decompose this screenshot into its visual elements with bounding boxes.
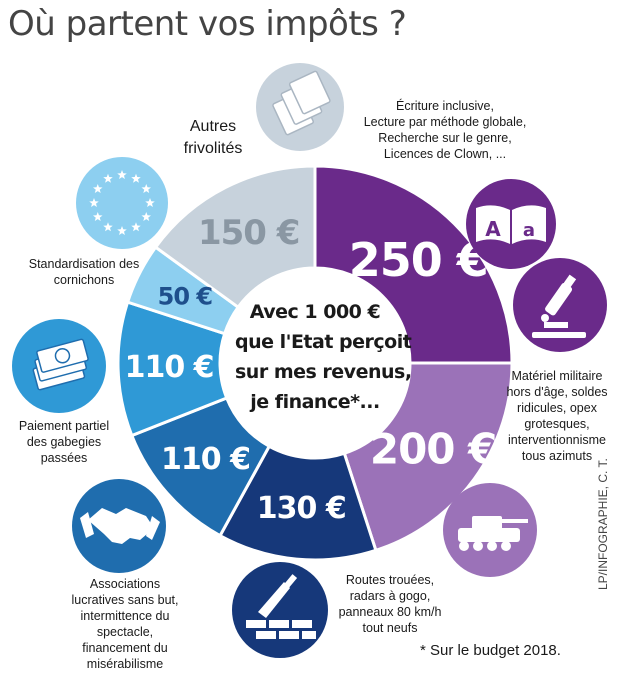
slice-description-other: Autres frivolités xyxy=(168,116,258,160)
eu-star-icon xyxy=(131,173,141,183)
eu-star-icon xyxy=(141,184,151,194)
slice-description-roads: Routes trouées, radars à gogo, panneaux … xyxy=(330,572,450,636)
description-line: Lecture par méthode globale, xyxy=(363,115,527,129)
banknotes-icon xyxy=(256,63,344,151)
description-line: intermittence du xyxy=(80,609,170,623)
description-line: tous azimuts xyxy=(521,449,593,463)
description-line: Écriture inclusive, xyxy=(396,99,494,113)
description-line: radars à gogo, xyxy=(349,589,431,603)
microscope-icon xyxy=(513,258,607,352)
description-line: passées xyxy=(40,451,88,465)
description-line: interventionnisme xyxy=(508,433,606,447)
description-line: lucratives sans but, xyxy=(71,593,179,607)
description-line: Recherche sur le genre, xyxy=(378,131,512,145)
slice-value-label: 150 € xyxy=(198,213,299,253)
pie-slices xyxy=(116,164,514,562)
description-line: Matériel militaire xyxy=(511,369,603,383)
slice-description-military: Matériel militaire hors d'âge, soldes ri… xyxy=(496,368,618,464)
description-line: ridicules, opex xyxy=(517,401,597,415)
center-caption: Avec 1 000 € que l'Etat perçoit sur mes … xyxy=(235,297,412,417)
eu-star-icon xyxy=(103,222,113,232)
eu-star-icon xyxy=(93,184,103,194)
book-icon: A a xyxy=(466,179,556,269)
description-line: misérabilisme xyxy=(86,657,164,671)
eu-star-icon xyxy=(141,212,151,222)
description-line: des gabegies xyxy=(26,435,102,449)
description-line: grotesques, xyxy=(524,417,590,431)
slice-description-debt: Paiement partiel des gabegies passées xyxy=(4,418,124,466)
description-line: Routes trouées, xyxy=(345,573,435,587)
slice-value-label: 250 € xyxy=(349,233,488,287)
description-line: hors d'âge, soldes xyxy=(506,385,608,399)
slice-description-cornichons: Standardisation des cornichons xyxy=(14,256,154,288)
description-line: spectacle, xyxy=(96,625,154,639)
slice-value-labels: 250 €200 €130 €110 €110 €50 €150 € xyxy=(125,213,498,526)
description-line: Associations xyxy=(89,577,161,591)
eu-star-icon xyxy=(103,173,113,183)
description-line: financement du xyxy=(82,641,168,655)
eu-star-icon xyxy=(131,222,141,232)
trowel-bricks-icon xyxy=(232,562,328,658)
description-line: Licences de Clown, ... xyxy=(383,147,507,161)
description-line: panneaux 80 km/h xyxy=(338,605,442,619)
slice-description-associations: Associations lucratives sans but, interm… xyxy=(55,576,195,672)
description-line: Autres xyxy=(189,118,237,135)
description-line: Paiement partiel xyxy=(18,419,110,433)
center-hole xyxy=(219,267,411,459)
money-stack-icon xyxy=(12,319,106,413)
center-caption-line: sur mes revenus, xyxy=(235,361,412,383)
slice-description-education: Écriture inclusive, Lecture par méthode … xyxy=(355,98,535,162)
svg-text:a: a xyxy=(523,220,535,241)
svg-text:A: A xyxy=(485,217,501,241)
eu-star-icon xyxy=(117,170,127,180)
tank-icon xyxy=(443,483,537,577)
eu-star-icon xyxy=(117,226,127,236)
eu-flag-icon xyxy=(76,157,168,249)
slice-value-label: 110 € xyxy=(125,350,214,385)
description-line: frivolités xyxy=(183,140,243,157)
description-line: tout neufs xyxy=(362,621,418,635)
description-line: Standardisation des xyxy=(28,257,140,271)
slice-value-label: 110 € xyxy=(161,442,250,477)
center-caption-line: je finance*... xyxy=(250,391,380,413)
footnote: * Sur le budget 2018. xyxy=(420,642,561,659)
description-line: cornichons xyxy=(53,273,115,287)
eu-star-icon xyxy=(93,212,103,222)
slice-value-label: 50 € xyxy=(158,283,213,311)
handshake-icon xyxy=(72,479,166,573)
slice-value-label: 200 € xyxy=(370,424,497,473)
center-caption-line: Avec 1 000 € xyxy=(249,301,381,323)
slice-value-label: 130 € xyxy=(257,491,346,526)
eu-star-icon xyxy=(145,198,155,208)
center-caption-line: que l'Etat perçoit xyxy=(235,331,412,353)
credit: LP/INFOGRAPHIE, C. T. xyxy=(596,458,610,590)
page-title: Où partent vos impôts ? xyxy=(8,4,407,44)
eu-star-icon xyxy=(89,198,99,208)
